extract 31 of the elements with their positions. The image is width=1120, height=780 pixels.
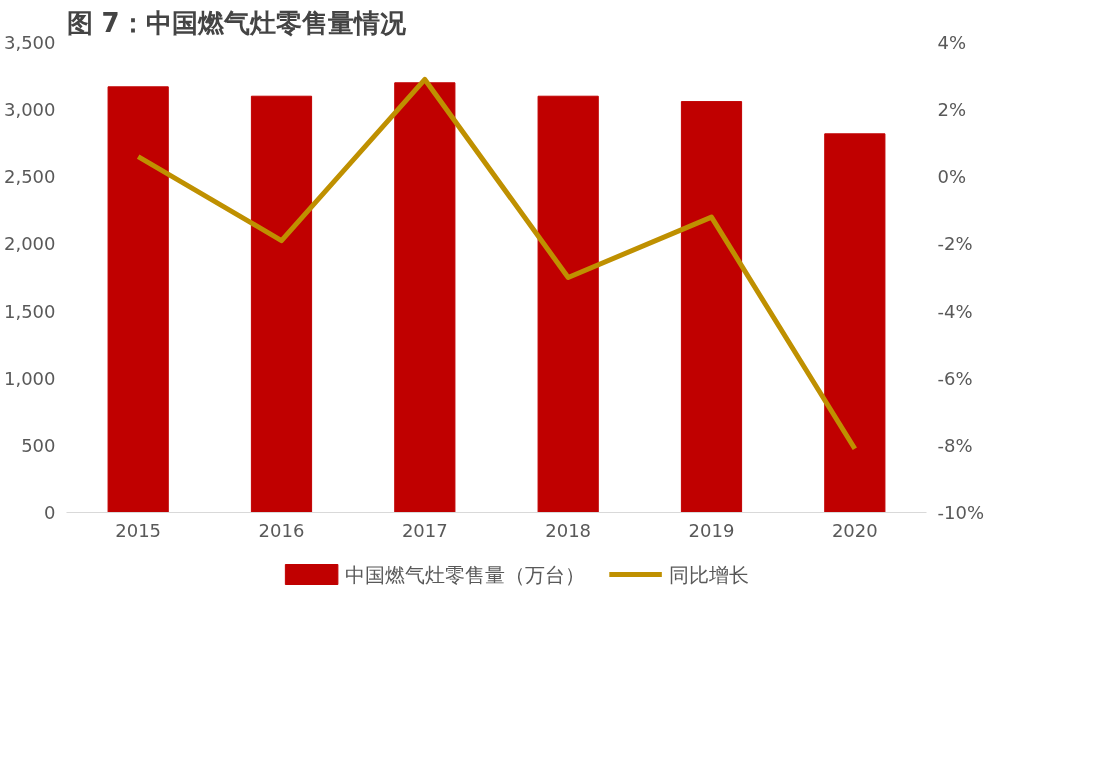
legend-label: 中国燃气灶零售量（万台）	[344, 562, 585, 587]
y2-tick-label: -2%	[937, 233, 973, 255]
y-tick-label: 3,500	[3, 32, 56, 53]
y2-tick-label: 2%	[937, 99, 967, 121]
y-tick-label: 1,500	[3, 300, 56, 322]
y-tick-label: 1,000	[3, 367, 56, 389]
bar	[250, 95, 313, 513]
x-tick-label: 2016	[258, 519, 305, 541]
chart-title: 图 7：中国燃气灶零售量情况	[66, 7, 407, 38]
y2-tick-label: -6%	[937, 367, 973, 389]
x-tick-label: 2015	[115, 519, 162, 541]
bar	[824, 133, 886, 513]
y-tick-label: 2,000	[3, 233, 56, 255]
y-tick-label: 3,000	[3, 99, 56, 121]
y-tick-label: 2,500	[3, 166, 56, 188]
legend-label: 同比增长	[668, 562, 749, 587]
y2-tick-label: -4%	[937, 300, 973, 322]
x-tick-label: 2018	[545, 519, 592, 541]
y2-tick-label: -8%	[937, 434, 973, 456]
x-tick-label: 2020	[831, 519, 878, 541]
y2-tick-label: -10%	[937, 502, 985, 523]
y2-tick-label: 4%	[937, 32, 967, 53]
x-tick-label: 2017	[401, 519, 448, 541]
bar	[680, 101, 743, 513]
bar	[107, 86, 169, 513]
x-tick-label: 2019	[688, 519, 735, 541]
bar	[394, 82, 456, 513]
y-tick-label: 0	[44, 502, 56, 523]
y2-tick-label: 0%	[937, 166, 967, 188]
y-tick-label: 500	[21, 434, 56, 456]
bar	[537, 95, 599, 513]
